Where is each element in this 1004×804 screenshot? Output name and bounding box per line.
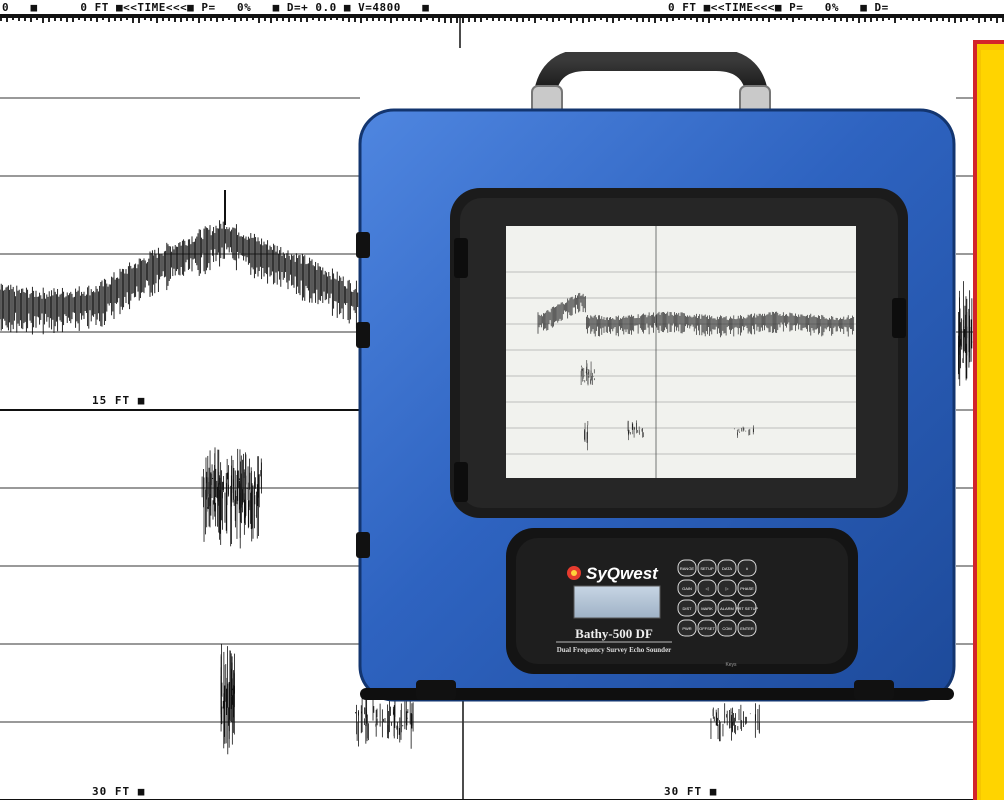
keypad-button[interactable]: OFFSET xyxy=(697,619,717,637)
keypad-button[interactable]: ▷ xyxy=(717,579,737,597)
model-subtitle: Dual Frequency Survey Echo Sounder xyxy=(557,646,672,654)
svg-text:DATA: DATA xyxy=(722,566,732,571)
svg-text:∧: ∧ xyxy=(746,566,749,571)
keypad-button[interactable]: GAIN xyxy=(677,579,697,597)
keypad-button[interactable]: PWR xyxy=(677,619,697,637)
keypad-button[interactable]: SETUP xyxy=(697,559,717,577)
keypad-button[interactable]: ∧ xyxy=(737,559,757,577)
case-handle xyxy=(531,49,771,117)
depth-label-15ft: 15 FT ■ xyxy=(92,394,146,407)
svg-text:◁: ◁ xyxy=(705,586,709,591)
svg-text:RANGE: RANGE xyxy=(680,566,695,571)
side-panel xyxy=(973,40,1004,800)
keypad-button[interactable]: PRT SETUP xyxy=(736,599,759,617)
syqwest-logo-icon xyxy=(567,566,581,580)
keypad-button[interactable]: DIST xyxy=(677,599,697,617)
display-screen xyxy=(506,226,856,478)
keypad-button[interactable]: ENTER xyxy=(737,619,757,637)
lcd-display xyxy=(573,585,661,619)
svg-text:SETUP: SETUP xyxy=(700,566,714,571)
svg-text:PHASE: PHASE xyxy=(740,586,754,591)
echo-sounder-device: SyQwest Bathy-500 DF Dual Frequency Surv… xyxy=(356,49,956,704)
keypad-button[interactable]: RANGE xyxy=(677,559,697,577)
svg-text:PRT SETUP: PRT SETUP xyxy=(736,606,759,611)
header-readout-left: 0 ■ 0 FT ■<<TIME<<<■ P= 0% ■ D=+ 0.0 ■ V… xyxy=(2,1,430,14)
svg-text:OFFSET: OFFSET xyxy=(699,626,715,631)
echogram-header: 0 ■ 0 FT ■<<TIME<<<■ P= 0% ■ D=+ 0.0 ■ V… xyxy=(0,0,1004,40)
brand-name: SyQwest xyxy=(586,564,659,583)
keypad-button[interactable]: ◁ xyxy=(697,579,717,597)
header-readout-right: 0 FT ■<<TIME<<<■ P= 0% ■ D= xyxy=(668,1,889,14)
depth-label-30ft-right: 30 FT ■ xyxy=(664,785,718,798)
model-name: Bathy-500 DF xyxy=(575,626,653,641)
depth-label-30ft-left: 30 FT ■ xyxy=(92,785,146,798)
side-panel-fill xyxy=(981,50,1004,800)
keypad-caption: Keys xyxy=(725,662,737,668)
keypad-button[interactable]: DATA xyxy=(717,559,737,577)
svg-text:COM: COM xyxy=(722,626,731,631)
svg-text:PWR: PWR xyxy=(682,626,691,631)
keypad-button[interactable]: COM xyxy=(717,619,737,637)
svg-text:ENTER: ENTER xyxy=(740,626,754,631)
screen-echogram xyxy=(506,226,856,478)
svg-text:ALARM: ALARM xyxy=(720,606,734,611)
svg-text:GAIN: GAIN xyxy=(682,586,692,591)
svg-text:DIST: DIST xyxy=(682,606,692,611)
keypad-button[interactable]: PHASE xyxy=(737,579,757,597)
device-illustration: SyQwest Bathy-500 DF Dual Frequency Surv… xyxy=(356,49,956,702)
keypad-button[interactable]: MARK xyxy=(697,599,717,617)
svg-text:MARK: MARK xyxy=(701,606,713,611)
svg-text:▷: ▷ xyxy=(725,586,729,591)
keypad-button[interactable]: ALARM xyxy=(717,599,737,617)
